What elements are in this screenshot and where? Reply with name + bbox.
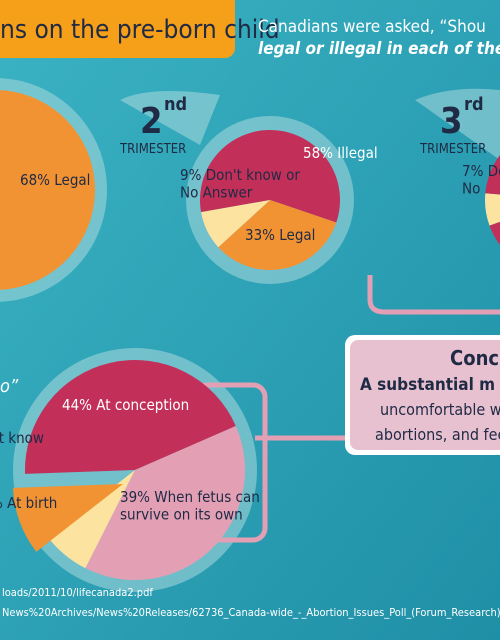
conclusion-line: A substantial m <box>360 375 495 395</box>
pie-slice <box>485 193 500 226</box>
value-label: 9% Don't know or No Answer <box>180 166 300 201</box>
pie-slice <box>13 484 123 552</box>
value-label: 39% When fetus can survive on its own <box>120 488 260 523</box>
conclusion-line: abortions, and feel <box>375 425 500 444</box>
pie-slice <box>25 360 236 474</box>
value-label: % At birth <box>0 494 57 512</box>
pie-slice <box>48 470 135 569</box>
intro-line: legal or illegal in each of the <box>258 39 500 59</box>
source: loads/2011/10/lifecanada2.pdf <box>2 586 153 599</box>
connector <box>367 275 500 315</box>
value-label: 33% Legal <box>245 226 315 244</box>
conclusion-title: Conc <box>450 346 499 370</box>
bubble <box>120 91 220 145</box>
intro-line: Canadians were asked, “Shou <box>258 17 486 37</box>
pie-slice <box>218 200 337 270</box>
conclusion-box <box>350 340 500 450</box>
trimester-suffix: rd <box>464 94 484 115</box>
pie-slice <box>200 129 341 223</box>
trimester-label: TRIMESTER <box>119 142 186 157</box>
conclusion-line: uncomfortable wit <box>380 400 500 419</box>
pie-slice <box>0 90 95 290</box>
trimester-label: TRIMESTER <box>419 142 486 157</box>
pie-slice <box>85 425 245 580</box>
source: News%20Archives/News%20Releases/62736_Ca… <box>2 606 500 619</box>
charts <box>0 90 500 580</box>
pie-slice <box>201 200 270 248</box>
side-quote: o” <box>0 376 19 397</box>
value-label: 44% At conception <box>62 396 189 414</box>
trimester-number: 3 <box>440 101 463 142</box>
header-title: ns on the pre-born child <box>0 15 280 45</box>
value-label: 7% DoNo <box>462 162 500 197</box>
trimester-suffix: nd <box>164 94 187 115</box>
value-label: 't know <box>0 429 44 447</box>
value-label: 68% Legal <box>20 171 90 189</box>
header-box <box>0 0 235 58</box>
pie-slice <box>485 155 500 245</box>
trimester-number: 2 <box>140 101 163 142</box>
value-label: 58% Illegal <box>303 144 378 162</box>
bubble <box>415 88 500 160</box>
